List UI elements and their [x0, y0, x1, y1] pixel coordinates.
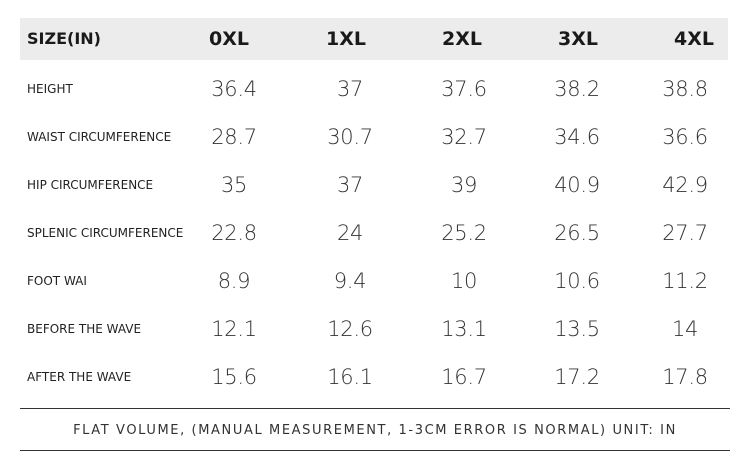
- table-cell: 36.4: [211, 77, 257, 101]
- row-label: HEIGHT: [27, 82, 73, 96]
- header-label: SIZE(IN): [27, 29, 101, 48]
- table-cell: 39: [450, 173, 478, 197]
- footnote-top-divider: [20, 408, 730, 409]
- table-cell: 24: [336, 221, 364, 245]
- table-cell: 11.2: [662, 269, 708, 293]
- table-cell: 32.7: [441, 125, 487, 149]
- measurement-footnote: FLAT VOLUME, (MANUAL MEASUREMENT, 1-3CM …: [73, 423, 677, 438]
- row-label: AFTER THE WAVE: [27, 370, 132, 384]
- row-label: BEFORE THE WAVE: [27, 322, 142, 336]
- table-cell: 12.1: [211, 317, 257, 341]
- table-cell: 38.8: [662, 77, 708, 101]
- table-cell: 15.6: [211, 365, 257, 389]
- table-cell: 37: [336, 173, 364, 197]
- table-cell: 13.1: [441, 317, 487, 341]
- table-header-band: [20, 18, 728, 60]
- table-cell: 42.9: [662, 173, 708, 197]
- table-cell: 10.6: [554, 269, 600, 293]
- table-cell: 26.5: [554, 221, 600, 245]
- table-cell: 22.8: [211, 221, 257, 245]
- column-header-3xl: 3XL: [558, 28, 598, 50]
- table-cell: 9.4: [333, 269, 367, 293]
- column-header-0xl: 0XL: [209, 28, 249, 50]
- table-cell: 17.8: [662, 365, 708, 389]
- table-cell: 27.7: [662, 221, 708, 245]
- table-cell: 12.6: [327, 317, 373, 341]
- column-header-1xl: 1XL: [326, 28, 366, 50]
- table-cell: 16.1: [327, 365, 373, 389]
- table-cell: 40.9: [554, 173, 600, 197]
- footnote-bottom-divider: [20, 450, 730, 451]
- table-cell: 28.7: [211, 125, 257, 149]
- column-header-2xl: 2XL: [442, 28, 482, 50]
- table-cell: 14: [671, 317, 699, 341]
- table-cell: 37.6: [441, 77, 487, 101]
- table-cell: 13.5: [554, 317, 600, 341]
- row-label: FOOT WAI: [27, 274, 87, 288]
- table-cell: 10: [450, 269, 478, 293]
- table-cell: 37: [336, 77, 364, 101]
- table-cell: 8.9: [217, 269, 251, 293]
- row-label: WAIST CIRCUMFERENCE: [27, 130, 172, 144]
- table-cell: 30.7: [327, 125, 373, 149]
- row-label: SPLENIC CIRCUMFERENCE: [27, 226, 184, 240]
- table-cell: 38.2: [554, 77, 600, 101]
- table-cell: 25.2: [441, 221, 487, 245]
- table-cell: 17.2: [554, 365, 600, 389]
- table-cell: 36.6: [662, 125, 708, 149]
- table-cell: 35: [220, 173, 248, 197]
- row-label: HIP CIRCUMFERENCE: [27, 178, 154, 192]
- table-cell: 34.6: [554, 125, 600, 149]
- table-cell: 16.7: [441, 365, 487, 389]
- column-header-4xl: 4XL: [674, 28, 714, 50]
